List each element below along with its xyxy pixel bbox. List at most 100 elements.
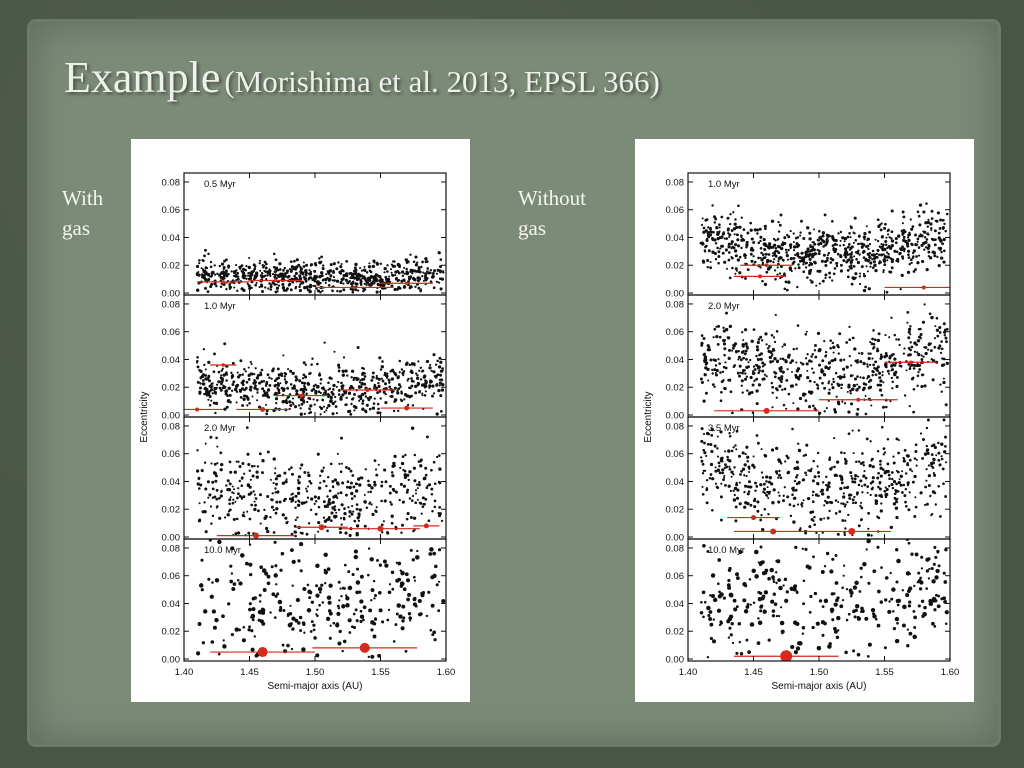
particle-point [261,290,264,293]
particle-point [350,282,354,286]
particle-point [238,373,242,377]
particle-point [917,370,920,374]
particle-point [431,394,434,398]
particle-point [239,265,242,269]
particle-point [295,389,299,393]
particle-point [381,620,385,624]
particle-point [226,273,229,276]
particle-point [432,370,436,374]
particle-point [346,485,349,489]
particle-point [320,386,324,390]
particle-point [348,272,351,275]
particle-point [247,373,251,378]
particle-point [855,412,859,416]
particle-point [824,243,827,247]
particle-point [300,531,304,535]
particle-point [367,655,370,659]
particle-point [368,608,373,613]
particle-point [805,474,808,477]
particle-point [337,366,341,369]
particle-point [898,252,902,256]
y-tick-label: 0.04 [162,233,181,244]
particle-point [377,381,380,385]
particle-point [217,496,221,500]
particle-point [774,470,779,474]
particle-point [382,283,386,288]
particle-point [196,380,200,384]
particle-point [813,515,816,519]
particle-point [910,242,913,246]
particle-point [880,242,883,246]
particle-point [727,245,731,249]
particle-point [829,235,832,238]
particle-point [700,341,704,345]
particle-point [848,232,851,235]
particle-point [747,365,750,369]
particle-point [865,225,868,228]
particle-point [431,272,435,275]
particle-point [945,327,949,331]
particle-point [828,271,832,275]
particle-point [714,482,718,485]
particle-point [381,360,384,363]
particle-point [741,451,745,455]
particle-point [397,286,401,290]
particle-point [717,261,720,265]
particle-point [379,368,383,371]
particle-point [896,598,902,603]
particle-point [439,271,442,274]
y-tick-label: 0.02 [666,627,685,638]
particle-point [365,284,368,287]
particle-point [714,217,718,221]
particle-point [830,383,834,386]
particle-point [243,515,246,518]
particle-point [772,488,776,492]
particle-point [393,273,397,277]
particle-point [827,252,830,255]
particle-point [211,514,215,518]
particle-point [730,470,734,474]
particle-point [319,382,322,385]
particle-point [371,371,375,375]
particle-point [860,265,864,269]
particle-point [890,597,894,601]
particle-point [432,353,436,357]
particle-point [944,461,948,464]
particle-point [265,409,269,413]
particle-point [732,365,736,369]
particle-point [757,241,761,245]
particle-point [415,555,420,560]
particle-point [258,259,262,262]
particle-point [921,320,926,324]
particle-point [804,547,808,551]
particle-point [416,383,420,387]
particle-point [262,380,266,383]
particle-point [412,466,416,470]
particle-point [740,216,743,219]
particle-point [343,511,347,516]
y-tick-label: 0.00 [162,289,181,300]
particle-point [833,437,836,440]
particle-point [874,268,878,273]
particle-point [811,479,815,483]
particle-point [806,247,810,251]
particle-point [824,276,827,280]
particle-point [767,496,770,500]
particle-point [359,379,362,382]
particle-point [303,387,307,391]
particle-point [871,374,874,377]
particle-point [243,472,246,475]
embryo-point [908,360,913,365]
particle-point [301,647,306,652]
particle-point [750,259,754,263]
particle-point [424,478,427,481]
particle-point [327,515,331,519]
particle-point [724,463,727,466]
particle-point [374,468,378,471]
particle-point [714,257,718,261]
particle-point [215,386,218,389]
particle-point [345,396,348,400]
particle-point [841,400,844,403]
particle-point [374,617,378,621]
particle-point [718,590,721,594]
